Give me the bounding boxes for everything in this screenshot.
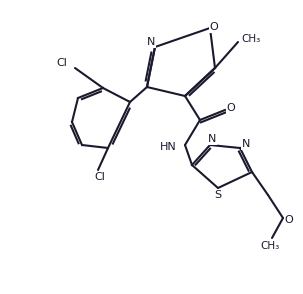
- Text: N: N: [147, 37, 155, 47]
- Text: CH₃: CH₃: [260, 241, 280, 251]
- Text: S: S: [215, 190, 221, 200]
- Text: O: O: [210, 22, 218, 32]
- Text: Cl: Cl: [56, 58, 67, 68]
- Text: O: O: [227, 103, 235, 113]
- Text: N: N: [208, 134, 216, 144]
- Text: Cl: Cl: [95, 172, 105, 182]
- Text: HN: HN: [160, 142, 177, 152]
- Text: N: N: [242, 139, 250, 149]
- Text: CH₃: CH₃: [241, 34, 260, 44]
- Text: O: O: [285, 215, 293, 225]
